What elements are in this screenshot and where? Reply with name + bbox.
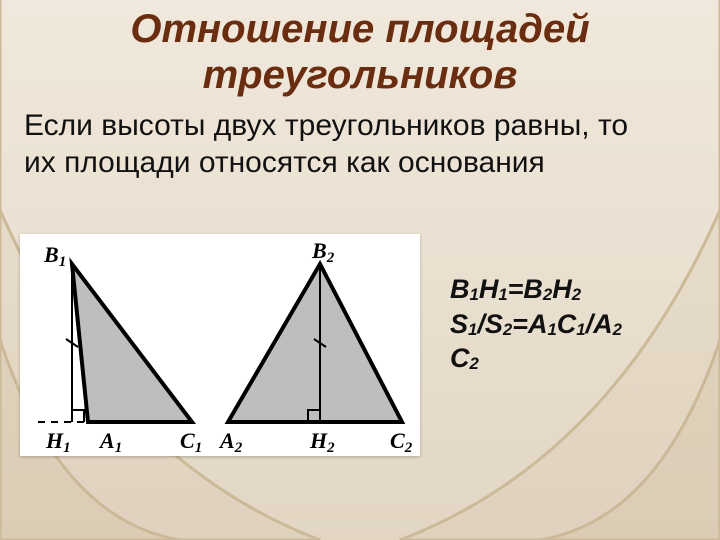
slide: Отношение площадей треугольников Если вы…	[0, 0, 720, 540]
formula-line: C2	[450, 341, 710, 376]
triangles-figure: B1H1A1C1B2A2H2C2	[20, 234, 420, 456]
page-title: Отношение площадей треугольников	[0, 6, 720, 98]
theorem-text: Если высоты двух треугольников равны, то…	[24, 108, 664, 181]
formulas-block: B1H1=B2H2S1/S2=A1C1/A2C2	[450, 272, 710, 376]
formula-line: B1H1=B2H2	[450, 272, 710, 307]
formula-line: S1/S2=A1C1/A2	[450, 307, 710, 342]
